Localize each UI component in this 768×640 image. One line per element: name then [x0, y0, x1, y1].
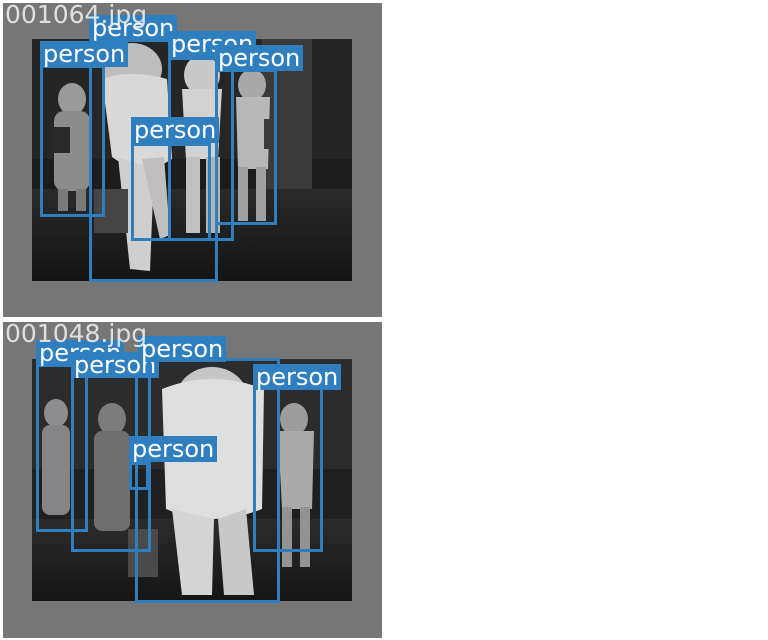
bounding-box	[129, 462, 149, 490]
detection-label: person	[138, 336, 227, 362]
detection-panel-bottom: 001048.jpg person person person person p…	[3, 322, 382, 638]
detection-label: person	[131, 117, 220, 143]
detection-label: person	[253, 364, 342, 390]
bounding-box	[253, 386, 323, 552]
bounding-box	[215, 69, 277, 225]
detection-label: person	[40, 41, 129, 67]
bounding-box	[131, 143, 211, 241]
detection-panel-top: 001064.jpg person person person person p…	[3, 3, 382, 317]
detection-label: person	[129, 436, 218, 462]
image-filename: 001048.jpg	[5, 322, 148, 348]
detection-label: person	[215, 45, 304, 71]
image-filename: 001064.jpg	[5, 3, 148, 29]
detection-label: person	[89, 15, 178, 41]
